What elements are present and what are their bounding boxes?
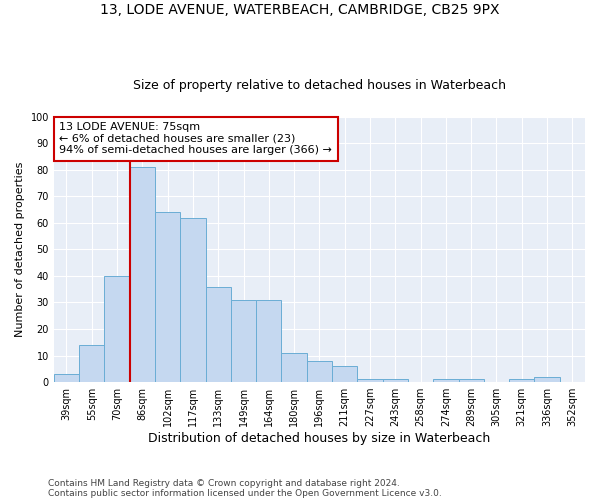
Bar xyxy=(54,374,79,382)
Text: 13, LODE AVENUE, WATERBEACH, CAMBRIDGE, CB25 9PX: 13, LODE AVENUE, WATERBEACH, CAMBRIDGE, … xyxy=(100,2,500,16)
Bar xyxy=(358,380,383,382)
Bar xyxy=(206,286,231,382)
Text: 13 LODE AVENUE: 75sqm
← 6% of detached houses are smaller (23)
94% of semi-detac: 13 LODE AVENUE: 75sqm ← 6% of detached h… xyxy=(59,122,332,156)
Bar xyxy=(256,300,281,382)
Bar xyxy=(79,345,104,382)
Bar xyxy=(433,380,458,382)
Y-axis label: Number of detached properties: Number of detached properties xyxy=(15,162,25,337)
Bar xyxy=(535,377,560,382)
Bar xyxy=(281,353,307,382)
Text: Contains HM Land Registry data © Crown copyright and database right 2024.: Contains HM Land Registry data © Crown c… xyxy=(48,478,400,488)
Bar xyxy=(307,361,332,382)
X-axis label: Distribution of detached houses by size in Waterbeach: Distribution of detached houses by size … xyxy=(148,432,491,445)
Bar xyxy=(458,380,484,382)
Bar xyxy=(383,380,408,382)
Bar xyxy=(104,276,130,382)
Bar xyxy=(180,218,206,382)
Text: Contains public sector information licensed under the Open Government Licence v3: Contains public sector information licen… xyxy=(48,488,442,498)
Title: Size of property relative to detached houses in Waterbeach: Size of property relative to detached ho… xyxy=(133,79,506,92)
Bar xyxy=(332,366,358,382)
Bar xyxy=(155,212,180,382)
Bar xyxy=(509,380,535,382)
Bar xyxy=(231,300,256,382)
Bar xyxy=(130,167,155,382)
